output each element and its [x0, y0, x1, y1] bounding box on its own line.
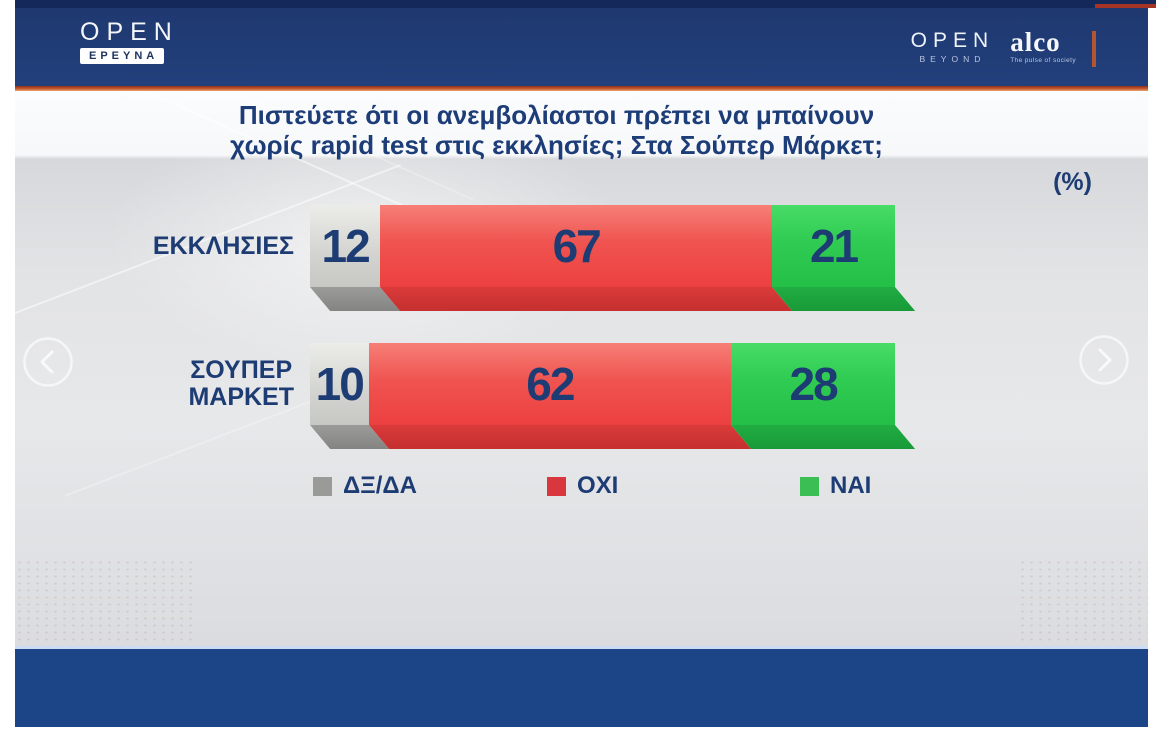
- top-strip: [15, 0, 1156, 8]
- footer-bar: [15, 646, 1148, 727]
- value-label: 21: [809, 220, 859, 272]
- bar-label-churches: ΕΚΚΛΗΣΙΕΣ: [152, 231, 294, 260]
- open-beyond-main: OPEN: [910, 29, 995, 52]
- header-right-logos: OPEN BEYOND alco The pulse of society: [911, 27, 1096, 67]
- speckle-texture-left: [15, 559, 195, 644]
- value-label: 62: [526, 358, 575, 410]
- legend-swatch-red: [547, 476, 566, 496]
- prev-arrow-circle: [23, 337, 73, 387]
- legend-swatch-green: [800, 476, 819, 496]
- percent-unit-label: (%): [1053, 168, 1092, 196]
- legend-item-oxi: ΟΧΙ: [547, 472, 618, 500]
- prev-slide-button[interactable]: [21, 335, 75, 389]
- segment-dxda-supermarkets: 10: [310, 343, 369, 425]
- question-title-line2: χωρίς rapid test στις εκκλησίες; Στα Σού…: [230, 130, 883, 160]
- segment-dxda-churches: 12: [310, 205, 381, 287]
- next-arrow-circle: [1079, 335, 1129, 385]
- ereyna-badge: ΕΡΕΥΝΑ: [80, 48, 165, 64]
- value-label: 12: [321, 220, 371, 272]
- legend-label-dxda: ΔΞ/ΔΑ: [343, 472, 417, 499]
- stacked-bar-supermarkets: 10 62 28: [310, 343, 916, 449]
- segment-oxi-churches: 67: [380, 205, 773, 287]
- chart-panel: Πιστεύετε ότι οι ανεμβολίαστοι πρέπει να…: [15, 91, 1148, 646]
- header-bar: OPEN ΕΡΕΥΝΑ OPEN BEYOND alco The pulse o…: [15, 8, 1148, 86]
- alco-orange-divider: [1092, 31, 1096, 67]
- bar-row-supermarkets: ΣΟΥΠΕΡ ΜΑΡΚΕΤ 10 62 28: [15, 343, 935, 449]
- question-title: Πιστεύετε ότι οι ανεμβολίαστοι πρέπει να…: [75, 100, 1038, 160]
- top-right-red-line: [1095, 4, 1156, 8]
- bar-row-churches: ΕΚΚΛΗΣΙΕΣ 12 67 21: [15, 205, 935, 311]
- bar-3d-bevel: [310, 425, 916, 449]
- bar-label-supermarkets: ΣΟΥΠΕΡ ΜΑΡΚΕΤ: [188, 356, 294, 411]
- legend-item-dxda: ΔΞ/ΔΑ: [313, 472, 417, 500]
- alco-tagline: The pulse of society: [1010, 57, 1076, 64]
- header-accent-line: [15, 86, 1148, 91]
- legend-label-oxi: ΟΧΙ: [577, 472, 619, 499]
- bar-3d-bevel: [310, 287, 916, 311]
- segment-oxi-supermarkets: 62: [368, 343, 732, 425]
- open-beyond-sub: BEYOND: [919, 54, 986, 64]
- alco-logo-text: alco: [1010, 27, 1061, 57]
- segment-nai-churches: 21: [772, 205, 895, 287]
- open-ereyna-logo: OPEN ΕΡΕΥΝΑ: [80, 19, 179, 64]
- legend-label-nai: ΝΑΙ: [830, 472, 872, 499]
- question-title-line1: Πιστεύετε ότι οι ανεμβολίαστοι πρέπει να…: [238, 100, 875, 130]
- alco-logo: alco The pulse of society: [1010, 27, 1076, 65]
- open-beyond-logo: OPEN BEYOND: [911, 30, 995, 64]
- legend-item-nai: ΝΑΙ: [800, 472, 871, 500]
- speckle-texture-right: [1018, 559, 1148, 644]
- value-label: 67: [552, 220, 602, 272]
- legend-swatch-grey: [313, 476, 332, 496]
- chevron-left-icon: [40, 350, 54, 374]
- chevron-right-icon: [1098, 348, 1112, 372]
- next-slide-button[interactable]: [1077, 333, 1131, 387]
- value-label: 28: [789, 358, 839, 410]
- segment-nai-supermarkets: 28: [731, 343, 895, 425]
- open-logo-text: OPEN: [80, 18, 179, 46]
- stacked-bar-churches: 12 67 21: [310, 205, 916, 311]
- value-label: 10: [315, 358, 365, 410]
